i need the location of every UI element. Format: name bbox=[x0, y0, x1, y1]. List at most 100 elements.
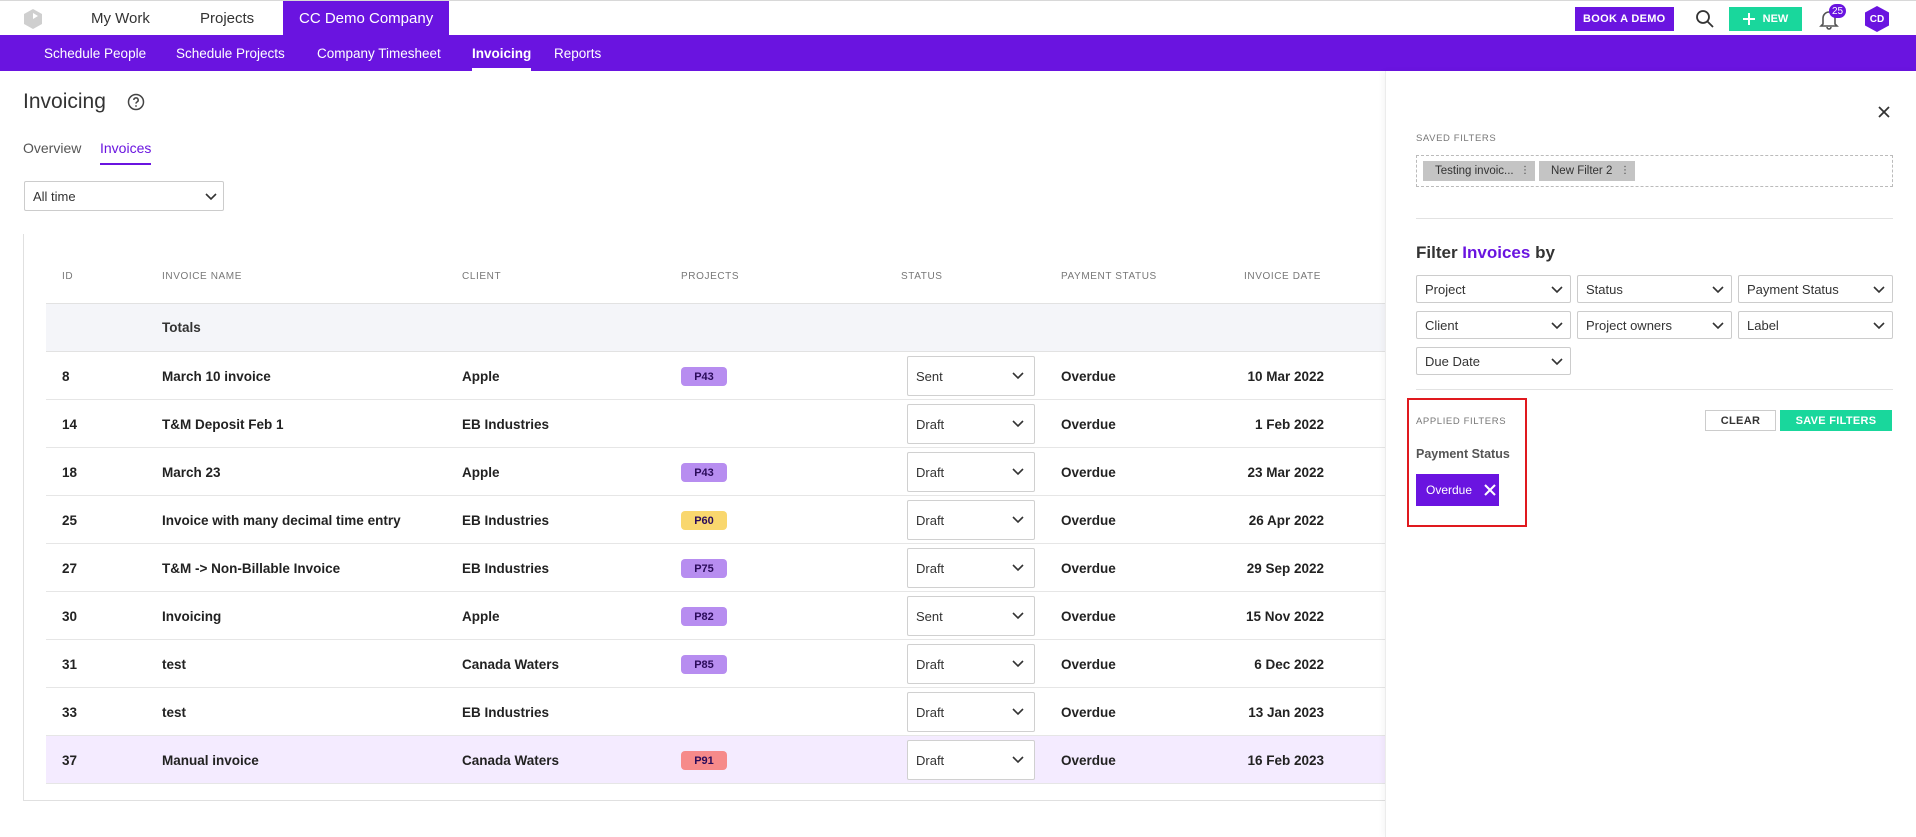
project-badge[interactable]: P75 bbox=[681, 559, 727, 578]
help-icon[interactable] bbox=[127, 93, 145, 111]
filter-select-status[interactable]: Status bbox=[1577, 275, 1732, 303]
notification-count-badge: 25 bbox=[1829, 4, 1846, 18]
filter-select-label: Client bbox=[1425, 317, 1459, 333]
invoice-name[interactable]: Invoice with many decimal time entry bbox=[162, 513, 401, 528]
filter-title-entity: Invoices bbox=[1462, 243, 1531, 262]
invoice-client: Canada Waters bbox=[462, 657, 560, 672]
invoice-name[interactable]: T&M Deposit Feb 1 bbox=[162, 417, 284, 432]
payment-status: Overdue bbox=[1061, 561, 1116, 576]
filter-select-project[interactable]: Project bbox=[1416, 275, 1571, 303]
remove-filter-icon[interactable] bbox=[1484, 484, 1496, 496]
invoice-name[interactable]: test bbox=[162, 705, 187, 720]
status-select[interactable]: Draft bbox=[907, 692, 1035, 732]
invoice-name[interactable]: March 23 bbox=[162, 465, 221, 480]
project-badge[interactable]: P43 bbox=[681, 463, 727, 482]
more-options-icon[interactable]: ⋮ bbox=[1620, 165, 1630, 176]
divider bbox=[1416, 389, 1893, 390]
filter-panel: SAVED FILTERS Testing invoic... ⋮ New Fi… bbox=[1385, 71, 1916, 837]
project-badge[interactable]: P82 bbox=[681, 607, 727, 626]
saved-filter-chip[interactable]: Testing invoic... ⋮ bbox=[1423, 161, 1535, 181]
payment-status: Overdue bbox=[1061, 609, 1116, 624]
table-row[interactable]: 27 T&M -> Non-Billable Invoice EB Industri… bbox=[46, 544, 1386, 592]
saved-filter-chip[interactable]: New Filter 2 ⋮ bbox=[1539, 161, 1635, 181]
saved-filter-chip-label: Testing invoic... bbox=[1435, 165, 1514, 177]
table-row[interactable]: 8 March 10 invoice Apple P43 Sent Overdue 10 M… bbox=[46, 352, 1386, 400]
invoice-name[interactable]: T&M -> Non-Billable Invoice bbox=[162, 561, 341, 576]
table-row[interactable]: 33 test EB Industries Draft Overdue 13 Jan 20… bbox=[46, 688, 1386, 736]
tab-overview[interactable]: Overview bbox=[23, 140, 82, 156]
chevron-down-icon bbox=[205, 193, 217, 201]
column-header-client[interactable]: CLIENT bbox=[462, 271, 502, 282]
search-icon[interactable] bbox=[1695, 9, 1715, 29]
header-divider bbox=[46, 303, 1386, 304]
column-header-status[interactable]: STATUS bbox=[901, 271, 943, 282]
chevron-down-icon bbox=[1012, 612, 1024, 620]
column-header-invoice-date[interactable]: INVOICE DATE bbox=[1244, 271, 1322, 282]
subnav-schedule-projects[interactable]: Schedule Projects bbox=[176, 45, 285, 61]
filter-select-due-date[interactable]: Due Date bbox=[1416, 347, 1571, 375]
status-value: Sent bbox=[916, 608, 943, 624]
subnav-invoicing[interactable]: Invoicing bbox=[472, 35, 532, 71]
status-select[interactable]: Draft bbox=[907, 548, 1035, 588]
invoice-name[interactable]: test bbox=[162, 657, 187, 672]
status-select[interactable]: Sent bbox=[907, 356, 1035, 396]
table-row[interactable]: 31 test Canada Waters P85 Draft Overdue 6 Dec … bbox=[46, 640, 1386, 688]
column-header-projects[interactable]: PROJECTS bbox=[681, 271, 740, 282]
table-row[interactable]: 25 Invoice with many decimal time entry EB… bbox=[46, 496, 1386, 544]
filter-select-label: Status bbox=[1586, 281, 1623, 297]
filter-select-client[interactable]: Client bbox=[1416, 311, 1571, 339]
subnav-company-timesheet[interactable]: Company Timesheet bbox=[317, 45, 441, 61]
chevron-down-icon bbox=[1551, 358, 1563, 366]
project-badge[interactable]: P85 bbox=[681, 655, 727, 674]
status-select[interactable]: Sent bbox=[907, 596, 1035, 636]
more-options-icon[interactable]: ⋮ bbox=[1520, 165, 1530, 176]
subnav-schedule-people[interactable]: Schedule People bbox=[44, 45, 147, 61]
subnav-reports[interactable]: Reports bbox=[554, 45, 602, 61]
top-tab-company[interactable]: CC Demo Company bbox=[283, 1, 450, 36]
table-row[interactable]: 14 T&M Deposit Feb 1 EB Industries Draft Ove… bbox=[46, 400, 1386, 448]
filter-select-project-owners[interactable]: Project owners bbox=[1577, 311, 1732, 339]
time-range-select[interactable]: All time bbox=[24, 181, 224, 211]
app-logo-icon[interactable] bbox=[24, 9, 42, 29]
status-select[interactable]: Draft bbox=[907, 740, 1035, 780]
invoice-id: 8 bbox=[62, 369, 70, 384]
project-badge[interactable]: P91 bbox=[681, 751, 727, 770]
top-tab-my-work[interactable]: My Work bbox=[91, 10, 150, 27]
column-header-invoice-name[interactable]: INVOICE NAME bbox=[162, 271, 242, 282]
table-row[interactable]: 18 March 23 Apple P43 Draft Overdue 23 Mar 202… bbox=[46, 448, 1386, 496]
book-demo-button[interactable]: BOOK A DEMO bbox=[1575, 7, 1674, 31]
clear-filters-button[interactable]: CLEAR bbox=[1705, 410, 1776, 431]
column-header-id[interactable]: ID bbox=[62, 271, 74, 282]
save-filters-button[interactable]: SAVE FILTERS bbox=[1780, 410, 1892, 431]
invoice-id: 33 bbox=[62, 705, 78, 720]
filter-select-label[interactable]: Label bbox=[1738, 311, 1893, 339]
applied-filter-chip[interactable]: Overdue bbox=[1416, 474, 1499, 506]
status-select[interactable]: Draft bbox=[907, 500, 1035, 540]
close-icon[interactable] bbox=[1877, 105, 1891, 119]
invoice-name[interactable]: Invoicing bbox=[162, 609, 222, 624]
new-button[interactable]: NEW bbox=[1729, 7, 1802, 31]
invoice-date: 13 Jan 2023 bbox=[1248, 705, 1324, 720]
applied-filters-label: APPLIED FILTERS bbox=[1416, 416, 1507, 427]
chevron-down-icon bbox=[1873, 286, 1885, 294]
status-select[interactable]: Draft bbox=[907, 404, 1035, 444]
project-badge[interactable]: P60 bbox=[681, 511, 727, 530]
time-range-value: All time bbox=[33, 188, 76, 204]
status-select[interactable]: Draft bbox=[907, 644, 1035, 684]
status-value: Draft bbox=[916, 704, 945, 720]
table-row[interactable]: 30 Invoicing Apple P82 Sent Overdue 15 Nov 202… bbox=[46, 592, 1386, 640]
table-row[interactable]: 37 Manual invoice Canada Waters P91 Draft Ove… bbox=[46, 736, 1386, 784]
top-tab-projects[interactable]: Projects bbox=[200, 10, 255, 27]
invoice-client: EB Industries bbox=[462, 561, 550, 576]
user-avatar[interactable]: CD bbox=[1865, 6, 1889, 32]
plus-icon bbox=[1742, 13, 1755, 25]
tab-invoices[interactable]: Invoices bbox=[100, 140, 152, 165]
column-header-payment-status[interactable]: PAYMENT STATUS bbox=[1061, 271, 1157, 282]
invoice-name[interactable]: Manual invoice bbox=[162, 753, 259, 768]
filter-select-label: Due Date bbox=[1425, 353, 1480, 369]
invoice-name[interactable]: March 10 invoice bbox=[162, 369, 271, 384]
status-select[interactable]: Draft bbox=[907, 452, 1035, 492]
applied-filter-group-title: Payment Status bbox=[1416, 447, 1510, 461]
filter-select-payment-status[interactable]: Payment Status bbox=[1738, 275, 1893, 303]
project-badge[interactable]: P43 bbox=[681, 367, 727, 386]
